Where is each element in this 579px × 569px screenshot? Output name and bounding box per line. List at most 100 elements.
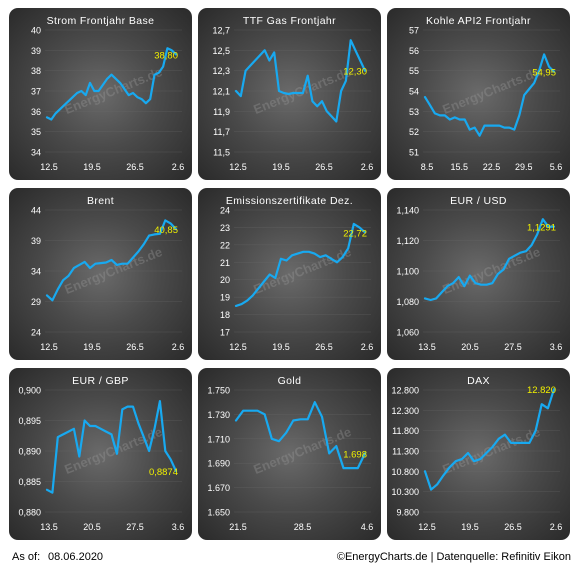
chart-svg: Emissionszertifikate Dez.EnergyCharts.de…	[220, 195, 373, 352]
y-tick-label: 1.690	[207, 459, 230, 469]
as-of-label: As of:	[12, 551, 41, 563]
panel-dax: DAX EnergyCharts.de 12.800 12.300 11.800 11.3…	[387, 368, 570, 540]
last-value-label: 38,80	[154, 50, 178, 61]
y-tick-label: 1,100	[396, 267, 419, 277]
x-tick-label: 12.5	[40, 342, 58, 352]
last-value-label: 1,1291	[527, 223, 556, 234]
panel-gold: Gold EnergyCharts.de 1.750 1.730 1.710 1.690 1…	[198, 368, 381, 540]
panel-brent: Brent EnergyCharts.de 44 39 34 29 24 12.5 19.5 26…	[9, 188, 192, 360]
panel-kohle: Kohle API2 Frontjahr EnergyCharts.de 57 56 5…	[387, 8, 570, 180]
chart-svg: TTF Gas FrontjahrEnergyCharts.de12,712,5…	[212, 15, 374, 172]
chart-title: Strom Frontjahr Base	[47, 15, 155, 27]
y-tick-label: 23	[220, 223, 230, 233]
y-tick-label: 38	[31, 66, 41, 76]
panel-emissions: Emissionszertifikate Dez. EnergyCharts.de…	[198, 188, 381, 360]
x-tick-label: 19.5	[272, 342, 290, 352]
y-tick-label: 1,060	[396, 328, 419, 338]
x-tick-label: 13.5	[40, 522, 58, 532]
y-tick-label: 1.730	[207, 410, 230, 420]
y-tick-label: 12,3	[212, 66, 230, 76]
chart-svg: GoldEnergyCharts.de1.7501.7301.7101.6901…	[207, 375, 374, 532]
x-tick-label: 13.5	[418, 342, 436, 352]
x-tick-label: 21.5	[229, 522, 247, 532]
y-tick-label: 52	[409, 127, 419, 137]
x-tick-label: 26.5	[126, 162, 144, 172]
chart-title: EUR / USD	[450, 195, 507, 207]
x-tick-label: 3.6	[550, 342, 563, 352]
y-tick-label: 35	[31, 127, 41, 137]
x-tick-label: 19.5	[83, 342, 101, 352]
x-tick-label: 26.5	[315, 162, 333, 172]
watermark-text: EnergyCharts.de	[62, 64, 164, 117]
series-line	[45, 219, 178, 302]
x-tick-label: 27.5	[126, 522, 144, 532]
y-tick-label: 1.750	[207, 386, 230, 396]
as-of-date: 08.06.2020	[48, 551, 104, 563]
x-tick-label: 12.5	[40, 162, 58, 172]
watermark-text: EnergyCharts.de	[440, 424, 542, 477]
watermark-text: EnergyCharts.de	[62, 244, 164, 297]
y-tick-label: 18	[220, 310, 230, 320]
y-tick-label: 0,885	[18, 477, 41, 487]
y-tick-label: 11.800	[392, 426, 419, 436]
y-tick-label: 44	[31, 206, 41, 216]
chart-title: Brent	[87, 195, 114, 207]
x-tick-label: 12.5	[229, 162, 247, 172]
source-credit: ©EnergyCharts.de | Datenquelle: Refiniti…	[336, 551, 571, 563]
y-tick-label: 54	[409, 87, 419, 97]
y-tick-label: 51	[409, 148, 419, 158]
y-tick-label: 9.800	[396, 508, 419, 518]
last-value-label: 22,72	[343, 228, 367, 239]
x-tick-label: 8.5	[421, 162, 434, 172]
y-tick-label: 0,900	[18, 386, 41, 396]
y-tick-label: 12.300	[391, 406, 419, 416]
y-tick-label: 19	[220, 293, 230, 303]
x-tick-label: 2.6	[361, 162, 374, 172]
chart-svg: EUR / GBPEnergyCharts.de0,9000,8950,8900…	[18, 375, 184, 532]
y-tick-label: 17	[220, 328, 230, 338]
y-tick-label: 1,120	[396, 236, 419, 246]
chart-title: EUR / GBP	[72, 375, 129, 387]
x-tick-label: 5.6	[550, 162, 563, 172]
x-tick-label: 2.6	[550, 522, 563, 532]
chart-title: Kohle API2 Frontjahr	[426, 15, 531, 27]
series-line	[423, 53, 556, 137]
y-tick-label: 1,140	[396, 206, 419, 216]
y-tick-label: 1.670	[207, 483, 230, 493]
x-tick-label: 28.5	[294, 522, 312, 532]
x-tick-label: 26.5	[126, 342, 144, 352]
x-tick-label: 26.5	[315, 342, 333, 352]
y-tick-label: 1,080	[396, 297, 419, 307]
x-tick-label: 2.6	[172, 342, 185, 352]
x-tick-label: 12.5	[418, 522, 436, 532]
x-tick-label: 22.5	[483, 162, 501, 172]
y-tick-label: 1.650	[207, 508, 230, 518]
watermark-text: EnergyCharts.de	[440, 244, 542, 297]
chart-title: Gold	[278, 375, 302, 387]
chart-title: Emissionszertifikate Dez.	[226, 195, 353, 207]
y-tick-label: 10.800	[391, 467, 419, 477]
x-tick-label: 12.5	[229, 342, 247, 352]
y-tick-label: 40	[31, 26, 41, 36]
y-tick-label: 10.300	[391, 487, 419, 497]
chart-svg: Strom Frontjahr Base EnergyCharts.de 40 39 3…	[31, 15, 184, 172]
series-line	[234, 222, 367, 308]
y-tick-label: 11,5	[213, 148, 230, 158]
y-tick-label: 11,9	[213, 107, 230, 117]
panel-eur-gbp: EUR / GBP EnergyCharts.de 0,900 0,895 0,890 0…	[9, 368, 192, 540]
last-value-label: 12.820	[527, 385, 556, 396]
x-tick-label: 19.5	[83, 162, 101, 172]
series-line	[45, 399, 178, 494]
y-tick-label: 0,890	[18, 447, 41, 457]
x-tick-label: 4.6	[361, 522, 374, 532]
panel-ttf-gas: TTF Gas Frontjahr EnergyCharts.de 12,7 12,5…	[198, 8, 381, 180]
chart-svg: Brent EnergyCharts.de 44 39 34 29 24 12.5 19.5 26…	[31, 195, 185, 352]
chart-svg: EUR / USD EnergyCharts.de 1,140 1,120 1,100 1…	[396, 195, 563, 352]
last-value-label: 12,30	[343, 67, 367, 78]
y-tick-label: 11.300	[392, 447, 419, 457]
y-tick-label: 39	[31, 46, 41, 56]
x-tick-label: 26.5	[504, 522, 522, 532]
series-line	[234, 401, 367, 470]
y-tick-label: 20	[220, 275, 230, 285]
y-tick-label: 36	[31, 107, 41, 117]
